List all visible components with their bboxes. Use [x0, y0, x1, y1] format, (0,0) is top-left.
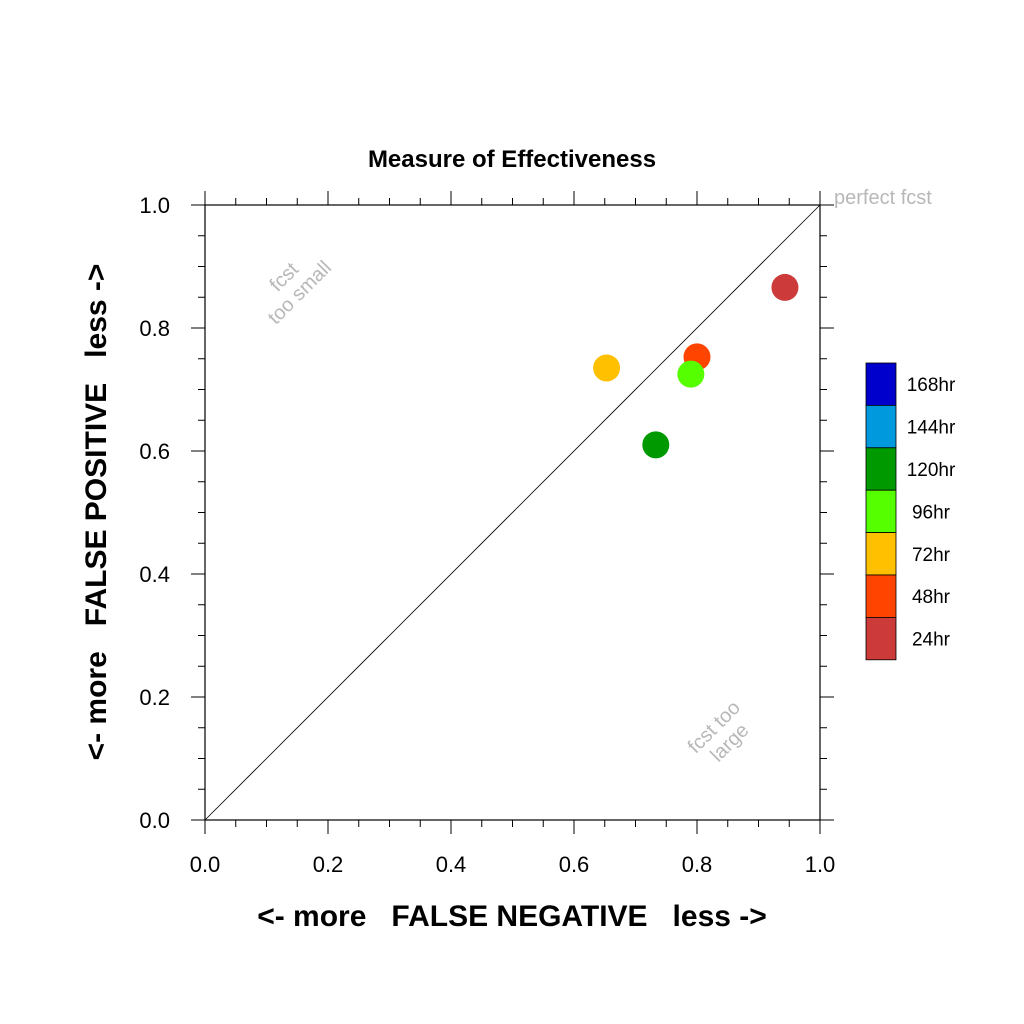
x-axis-label: <- more FALSE NEGATIVE less ->	[257, 900, 767, 933]
y-tick-label: 1.0	[139, 193, 170, 218]
legend-swatch-120hr	[865, 447, 897, 491]
legend-label: 120hr	[907, 460, 956, 481]
legend-label: 144hr	[907, 418, 956, 439]
legend-swatch-24hr	[865, 617, 897, 661]
y-tick-label: 0.6	[139, 439, 170, 464]
legend-swatch-144hr	[865, 404, 897, 449]
legend-label: 96hr	[912, 502, 951, 523]
y-tick-label: 0.0	[139, 808, 170, 833]
point-72hr	[593, 354, 621, 382]
x-tick-label: 0.6	[559, 852, 590, 877]
x-tick-label: 1.0	[805, 852, 836, 877]
legend-label: 24hr	[912, 630, 951, 651]
too-small-annotation: fcst too small	[264, 257, 336, 329]
x-tick-label: 0.4	[436, 852, 467, 877]
legend-swatch-168hr	[865, 362, 897, 406]
y-tick-labels: 0.0 0.2 0.4 0.6 0.8 1.0	[139, 193, 170, 833]
x-tick-label: 0.8	[682, 852, 713, 877]
reference-diagonal	[204, 204, 821, 821]
chart-title: Measure of Effectiveness	[368, 146, 656, 173]
too-large-annotation: fcst too large	[684, 697, 754, 767]
legend: 168hr 144hr 120hr 96hr 72hr 48hr 24hr	[865, 362, 956, 661]
legend-swatch-48hr	[865, 574, 897, 618]
y-tick-label: 0.2	[139, 685, 170, 710]
legend-label: 72hr	[912, 545, 951, 566]
point-120hr	[642, 431, 670, 459]
point-24hr	[771, 273, 799, 301]
too-small-line-2: too small	[264, 257, 336, 329]
y-tick-label: 0.8	[139, 316, 170, 341]
data-points	[593, 273, 799, 459]
point-96hr	[677, 360, 705, 388]
legend-label: 48hr	[912, 587, 951, 608]
y-tick-label: 0.4	[139, 562, 170, 587]
plot-frame	[204, 204, 821, 821]
tick-marks	[191, 191, 834, 834]
y-axis-label: <- more FALSE POSITIVE less ->	[80, 264, 113, 761]
legend-swatch-96hr	[865, 489, 897, 534]
x-tick-labels: 0.0 0.2 0.4 0.6 0.8 1.0	[190, 852, 836, 877]
x-tick-label: 0.0	[190, 852, 221, 877]
legend-label: 168hr	[907, 375, 956, 396]
x-tick-label: 0.2	[313, 852, 344, 877]
perfect-forecast-label: perfect fcst	[834, 187, 932, 209]
legend-swatch-72hr	[865, 532, 897, 576]
